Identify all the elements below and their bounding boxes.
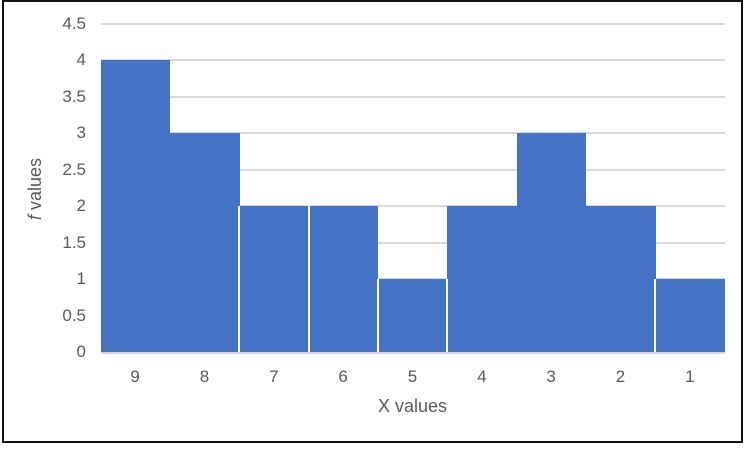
bar-separator-8-7 bbox=[238, 206, 241, 352]
gridline-y-4 bbox=[100, 59, 725, 62]
y-axis-title-rest: values bbox=[25, 157, 45, 216]
bar-x8 bbox=[169, 133, 240, 352]
bar-x9 bbox=[100, 60, 171, 352]
gridline-y-1.5 bbox=[100, 241, 725, 244]
bar-x2 bbox=[585, 206, 656, 352]
y-tick-label-3: 3 bbox=[76, 123, 86, 143]
y-axis-title-italic-f: f bbox=[25, 215, 45, 221]
y-axis-title: f values bbox=[25, 143, 47, 235]
bar-separator-2-1 bbox=[654, 279, 657, 352]
y-tick-label-3.5: 3.5 bbox=[62, 86, 86, 106]
y-tick-label-2.5: 2.5 bbox=[62, 159, 86, 179]
y-tick-label-4.5: 4.5 bbox=[62, 14, 86, 33]
bar-x6 bbox=[308, 206, 379, 352]
bar-separator-7-6 bbox=[307, 206, 310, 352]
x-tick-label-9: 9 bbox=[130, 367, 140, 386]
gridline-y-2.5 bbox=[100, 168, 725, 171]
x-axis-title: X values bbox=[377, 396, 448, 416]
x-tick-label-4: 4 bbox=[477, 367, 487, 386]
y-tick-label-4: 4 bbox=[76, 50, 86, 70]
y-tick-label-0.5: 0.5 bbox=[62, 305, 86, 325]
bar-x1 bbox=[655, 279, 725, 352]
gridline-y-3.5 bbox=[100, 95, 725, 98]
bar-separator-5-4 bbox=[446, 279, 449, 352]
gridline-y-3 bbox=[100, 132, 725, 135]
x-axis-line bbox=[100, 352, 725, 354]
x-tick-label-6: 6 bbox=[338, 367, 348, 386]
x-tick-label-1: 1 bbox=[685, 367, 695, 386]
x-tick-label-7: 7 bbox=[269, 367, 279, 386]
bar-x4 bbox=[447, 206, 517, 352]
x-tick-label-5: 5 bbox=[407, 367, 418, 386]
gridline-y-2 bbox=[100, 205, 725, 208]
y-tick-label-2: 2 bbox=[76, 196, 86, 216]
x-tick-label-2: 2 bbox=[615, 367, 626, 386]
gridline-y-4.5 bbox=[100, 23, 725, 25]
bar-x7 bbox=[239, 206, 309, 352]
y-tick-label-0: 0 bbox=[76, 342, 86, 361]
y-tick-label-1.5: 1.5 bbox=[62, 232, 86, 252]
x-tick-label-3: 3 bbox=[546, 367, 556, 386]
bar-x3 bbox=[516, 133, 587, 352]
bar-x5 bbox=[377, 279, 448, 352]
y-tick-label-1: 1 bbox=[76, 269, 86, 289]
bar-separator-6-5 bbox=[376, 279, 379, 352]
x-tick-label-8: 8 bbox=[199, 367, 210, 386]
